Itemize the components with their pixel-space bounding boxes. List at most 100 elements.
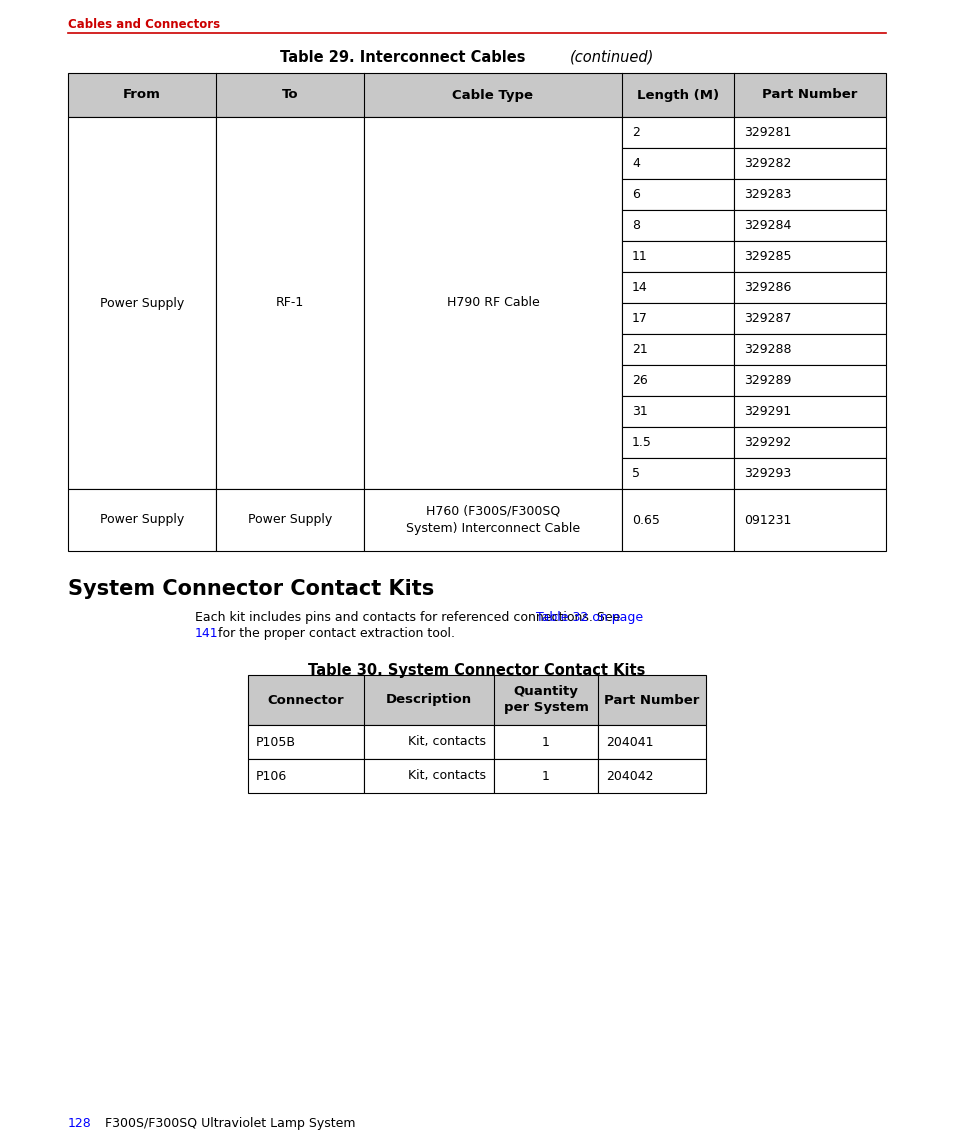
Text: 329291: 329291 <box>743 405 790 418</box>
Text: Table 29. Interconnect Cables: Table 29. Interconnect Cables <box>280 50 525 65</box>
Bar <box>68 117 215 489</box>
Text: Part Number: Part Number <box>761 88 857 102</box>
Bar <box>733 365 885 396</box>
Bar <box>68 489 215 551</box>
Text: Length (M): Length (M) <box>637 88 719 102</box>
Text: Kit, contacts: Kit, contacts <box>408 735 485 749</box>
Text: RF-1: RF-1 <box>275 297 304 309</box>
Text: 4: 4 <box>631 157 639 169</box>
Bar <box>248 676 705 725</box>
Text: 204042: 204042 <box>605 769 653 782</box>
Bar <box>621 148 733 179</box>
Text: (continued): (continued) <box>569 50 654 65</box>
Bar <box>733 117 885 148</box>
Bar <box>215 489 364 551</box>
Text: 329288: 329288 <box>743 344 791 356</box>
Text: To: To <box>281 88 298 102</box>
Text: H760 (F300S/F300SQ
System) Interconnect Cable: H760 (F300S/F300SQ System) Interconnect … <box>406 505 579 535</box>
Text: 31: 31 <box>631 405 647 418</box>
Text: 329283: 329283 <box>743 188 791 202</box>
Text: 329287: 329287 <box>743 311 791 325</box>
Bar <box>248 759 364 793</box>
Text: Power Supply: Power Supply <box>248 513 332 527</box>
Bar <box>733 334 885 365</box>
Bar <box>733 148 885 179</box>
Text: 6: 6 <box>631 188 639 202</box>
Bar <box>621 427 733 458</box>
Text: 14: 14 <box>631 281 647 294</box>
Bar <box>733 458 885 489</box>
Text: for the proper contact extraction tool.: for the proper contact extraction tool. <box>213 627 455 640</box>
Bar <box>598 725 705 759</box>
Text: 329293: 329293 <box>743 467 790 480</box>
Text: Cables and Connectors: Cables and Connectors <box>68 18 220 31</box>
Text: 8: 8 <box>631 219 639 232</box>
Bar <box>733 179 885 210</box>
Bar <box>248 725 364 759</box>
Text: P105B: P105B <box>255 735 295 749</box>
Bar <box>733 273 885 303</box>
Bar <box>733 489 885 551</box>
Text: 21: 21 <box>631 344 647 356</box>
Text: 0.65: 0.65 <box>631 513 659 527</box>
Text: Quantity
per System: Quantity per System <box>503 686 588 714</box>
Bar <box>733 303 885 334</box>
Bar <box>733 396 885 427</box>
Text: 128: 128 <box>68 1118 91 1130</box>
Bar <box>621 334 733 365</box>
Bar <box>494 759 598 793</box>
Text: 204041: 204041 <box>605 735 653 749</box>
Bar <box>621 117 733 148</box>
Text: 17: 17 <box>631 311 647 325</box>
Bar <box>215 117 364 489</box>
Text: Cable Type: Cable Type <box>452 88 533 102</box>
Text: F300S/F300SQ Ultraviolet Lamp System: F300S/F300SQ Ultraviolet Lamp System <box>105 1118 355 1130</box>
Bar <box>621 303 733 334</box>
Bar <box>598 759 705 793</box>
Text: From: From <box>123 88 161 102</box>
Text: 1: 1 <box>541 735 549 749</box>
Text: Part Number: Part Number <box>603 694 699 706</box>
Text: 329285: 329285 <box>743 250 791 263</box>
Text: P106: P106 <box>255 769 287 782</box>
Bar <box>621 396 733 427</box>
Text: Table 30. System Connector Contact Kits: Table 30. System Connector Contact Kits <box>308 663 645 678</box>
Text: Each kit includes pins and contacts for referenced connections. See: Each kit includes pins and contacts for … <box>194 611 623 624</box>
Bar <box>621 489 733 551</box>
Text: Power Supply: Power Supply <box>100 513 184 527</box>
Bar <box>621 273 733 303</box>
Bar <box>733 240 885 273</box>
Bar <box>68 73 885 117</box>
Text: Connector: Connector <box>268 694 344 706</box>
Bar <box>364 117 621 489</box>
Bar <box>364 489 621 551</box>
Text: System Connector Contact Kits: System Connector Contact Kits <box>68 579 434 599</box>
Bar <box>364 725 494 759</box>
Text: 329282: 329282 <box>743 157 791 169</box>
Text: H790 RF Cable: H790 RF Cable <box>446 297 538 309</box>
Bar <box>733 210 885 240</box>
Text: 329289: 329289 <box>743 374 791 387</box>
Text: Description: Description <box>386 694 472 706</box>
Text: 141: 141 <box>194 627 218 640</box>
Text: Table 32 on page: Table 32 on page <box>536 611 643 624</box>
Text: 5: 5 <box>631 467 639 480</box>
Text: 329292: 329292 <box>743 436 790 449</box>
Text: Kit, contacts: Kit, contacts <box>408 769 485 782</box>
Text: 329286: 329286 <box>743 281 791 294</box>
Text: 1: 1 <box>541 769 549 782</box>
Text: 329281: 329281 <box>743 126 791 139</box>
Bar <box>621 179 733 210</box>
Text: 26: 26 <box>631 374 647 387</box>
Bar <box>621 210 733 240</box>
Bar <box>621 240 733 273</box>
Text: 091231: 091231 <box>743 513 791 527</box>
Bar <box>364 759 494 793</box>
Bar <box>733 427 885 458</box>
Text: 1.5: 1.5 <box>631 436 651 449</box>
Bar <box>621 458 733 489</box>
Text: 329284: 329284 <box>743 219 791 232</box>
Bar <box>494 725 598 759</box>
Text: Power Supply: Power Supply <box>100 297 184 309</box>
Text: 11: 11 <box>631 250 647 263</box>
